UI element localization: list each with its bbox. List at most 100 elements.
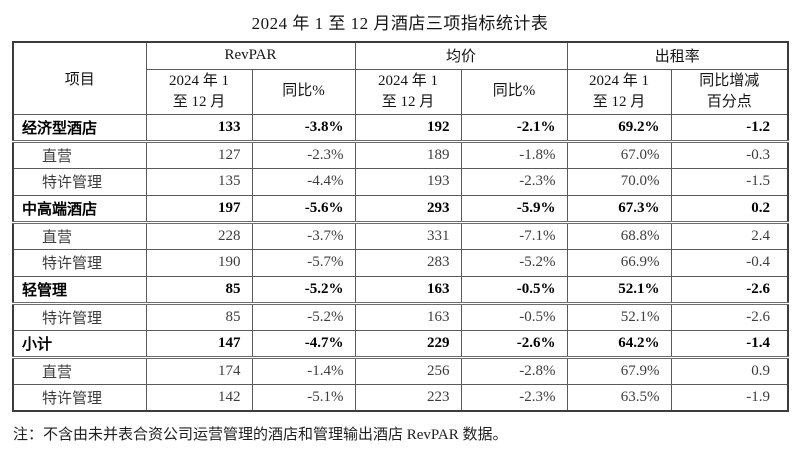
header-revpar-yoy: 同比% — [251, 68, 356, 115]
adr-value: 283 — [354, 248, 462, 277]
table-header: 项目 RevPAR 均价 出租率 2024 年 1 至 12 月 同比% 202… — [12, 41, 789, 115]
adr-value: 229 — [354, 329, 462, 359]
page-title: 2024 年 1 至 12 月酒店三项指标统计表 — [251, 14, 549, 33]
header-adr-period: 2024 年 1 至 12 月 — [354, 68, 462, 115]
revpar-value: 147 — [145, 329, 253, 359]
row-label: 中高端酒店 — [12, 194, 147, 224]
revpar-value: 174 — [145, 356, 253, 385]
table-row-franchise: 特许管理 135 -4.4% 193 -2.3% 70.0% -1.5 — [12, 167, 789, 196]
revpar-value: 133 — [145, 113, 253, 143]
adr-yoy: -2.1% — [460, 113, 568, 143]
revpar-value: 135 — [145, 167, 253, 196]
revpar-value: 142 — [145, 383, 253, 412]
revpar-value: 228 — [145, 221, 253, 250]
occupancy-change: -2.6 — [670, 275, 789, 305]
adr-value: 192 — [354, 113, 462, 143]
row-label: 特许管理 — [12, 167, 147, 196]
occupancy-value: 69.2% — [566, 113, 672, 143]
revpar-yoy: -5.2% — [251, 302, 356, 331]
revpar-value: 85 — [145, 302, 253, 331]
row-label: 轻管理 — [12, 275, 147, 305]
table-row-subtotal: 小计 147 -4.7% 229 -2.6% 64.2% -1.4 — [12, 329, 789, 359]
revpar-yoy: -3.8% — [251, 113, 356, 143]
row-label: 特许管理 — [12, 248, 147, 277]
occupancy-change: -1.2 — [670, 113, 789, 143]
table-row-light-management: 轻管理 85 -5.2% 163 -0.5% 52.1% -2.6 — [12, 275, 789, 305]
revpar-value: 127 — [145, 140, 253, 169]
revpar-yoy: -5.2% — [251, 275, 356, 305]
row-label: 小计 — [12, 329, 147, 359]
footnote: 注：不含由未并表合资公司运营管理的酒店和管理输出酒店 RevPAR 数据。 — [13, 427, 508, 443]
table-row-direct: 直营 127 -2.3% 189 -1.8% 67.0% -0.3 — [12, 140, 789, 169]
adr-yoy: -5.9% — [460, 194, 568, 224]
occupancy-change: 2.4 — [670, 221, 789, 250]
row-label: 经济型酒店 — [12, 113, 147, 143]
adr-value: 163 — [354, 302, 462, 331]
header-item: 项目 — [12, 41, 147, 115]
revpar-yoy: -1.4% — [251, 356, 356, 385]
adr-value: 293 — [354, 194, 462, 224]
revpar-yoy: -2.3% — [251, 140, 356, 169]
adr-value: 189 — [354, 140, 462, 169]
revpar-yoy: -5.1% — [251, 383, 356, 412]
header-group-adr: 均价 — [354, 41, 568, 70]
adr-yoy: -2.8% — [460, 356, 568, 385]
header-group-occupancy: 出租率 — [566, 41, 789, 70]
occupancy-value: 63.5% — [566, 383, 672, 412]
occupancy-value: 68.8% — [566, 221, 672, 250]
occupancy-value: 70.0% — [566, 167, 672, 196]
table-row-midscale: 中高端酒店 197 -5.6% 293 -5.9% 67.3% 0.2 — [12, 194, 789, 224]
adr-value: 223 — [354, 383, 462, 412]
table-row-franchise: 特许管理 190 -5.7% 283 -5.2% 66.9% -0.4 — [12, 248, 789, 277]
occupancy-change: -2.6 — [670, 302, 789, 331]
occupancy-change: -0.4 — [670, 248, 789, 277]
row-label: 直营 — [12, 140, 147, 169]
adr-yoy: -7.1% — [460, 221, 568, 250]
table-row-direct: 直营 228 -3.7% 331 -7.1% 68.8% 2.4 — [12, 221, 789, 250]
table-row-franchise: 特许管理 85 -5.2% 163 -0.5% 52.1% -2.6 — [12, 302, 789, 331]
row-label: 特许管理 — [12, 302, 147, 331]
adr-yoy: -2.3% — [460, 167, 568, 196]
row-label: 特许管理 — [12, 383, 147, 412]
revpar-yoy: -5.6% — [251, 194, 356, 224]
table-row-direct: 直营 174 -1.4% 256 -2.8% 67.9% 0.9 — [12, 356, 789, 385]
occupancy-value: 67.3% — [566, 194, 672, 224]
occupancy-change: -1.9 — [670, 383, 789, 412]
occupancy-value: 66.9% — [566, 248, 672, 277]
table-row-franchise: 特许管理 142 -5.1% 223 -2.3% 63.5% -1.9 — [12, 383, 789, 412]
header-group-revpar: RevPAR — [145, 41, 356, 70]
adr-value: 163 — [354, 275, 462, 305]
row-label: 直营 — [12, 356, 147, 385]
occupancy-value: 67.0% — [566, 140, 672, 169]
occupancy-value: 52.1% — [566, 302, 672, 331]
header-revpar-period: 2024 年 1 至 12 月 — [145, 68, 253, 115]
revpar-value: 85 — [145, 275, 253, 305]
revpar-yoy: -4.7% — [251, 329, 356, 359]
occupancy-value: 64.2% — [566, 329, 672, 359]
revpar-value: 197 — [145, 194, 253, 224]
occupancy-change: 0.2 — [670, 194, 789, 224]
row-label: 直营 — [12, 221, 147, 250]
adr-yoy: -2.6% — [460, 329, 568, 359]
adr-yoy: -1.8% — [460, 140, 568, 169]
revpar-yoy: -3.7% — [251, 221, 356, 250]
adr-value: 193 — [354, 167, 462, 196]
adr-value: 256 — [354, 356, 462, 385]
revpar-yoy: -4.4% — [251, 167, 356, 196]
adr-value: 331 — [354, 221, 462, 250]
adr-yoy: -0.5% — [460, 275, 568, 305]
occupancy-value: 67.9% — [566, 356, 672, 385]
header-adr-yoy: 同比% — [460, 68, 568, 115]
hotel-metrics-table: 项目 RevPAR 均价 出租率 2024 年 1 至 12 月 同比% 202… — [12, 41, 790, 412]
adr-yoy: -0.5% — [460, 302, 568, 331]
header-group-row: 项目 RevPAR 均价 出租率 — [12, 41, 789, 115]
adr-yoy: -2.3% — [460, 383, 568, 412]
revpar-value: 190 — [145, 248, 253, 277]
occupancy-change: -1.4 — [670, 329, 789, 359]
revpar-yoy: -5.7% — [251, 248, 356, 277]
table-row-economy: 经济型酒店 133 -3.8% 192 -2.1% 69.2% -1.2 — [12, 113, 789, 143]
adr-yoy: -5.2% — [460, 248, 568, 277]
occupancy-change: 0.9 — [670, 356, 789, 385]
occupancy-value: 52.1% — [566, 275, 672, 305]
header-occupancy-period: 2024 年 1 至 12 月 — [566, 68, 672, 115]
